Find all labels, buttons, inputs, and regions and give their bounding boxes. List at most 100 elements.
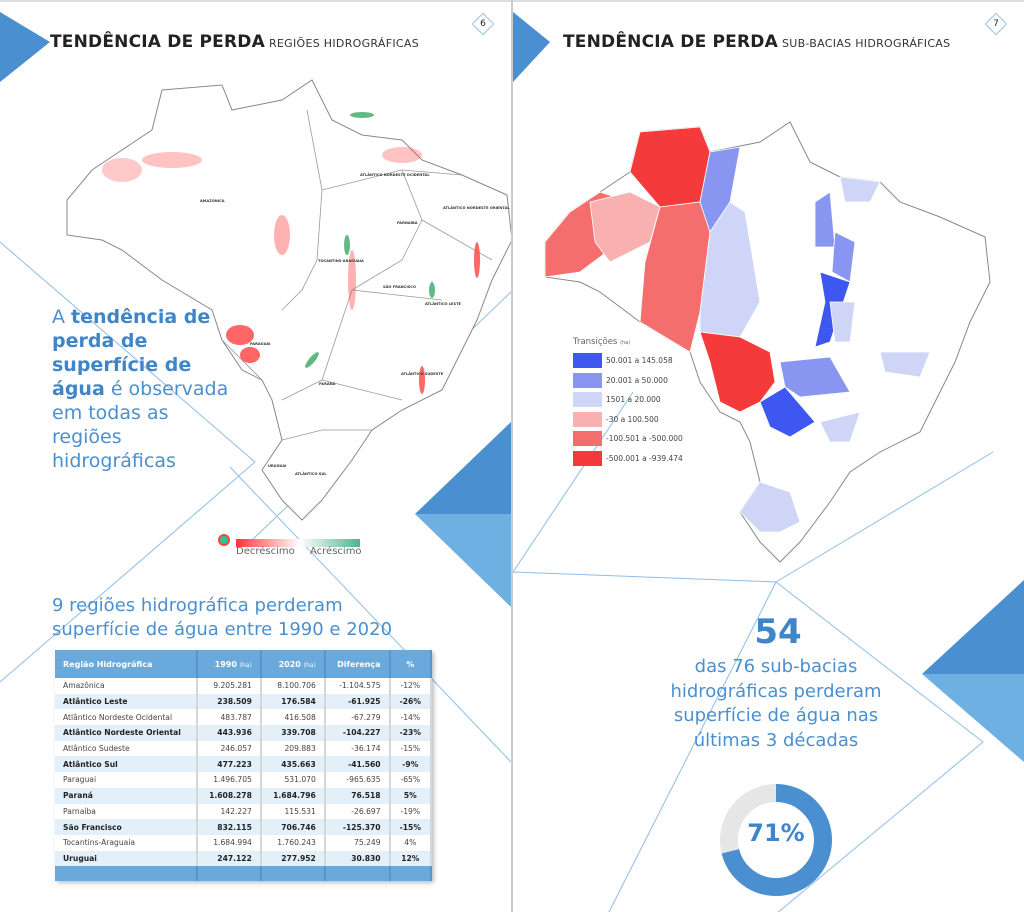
table-cell: Uruguai: [55, 850, 198, 867]
table-cell: 75.249: [324, 834, 391, 851]
table-cell: 443.936: [196, 725, 262, 741]
legend-item: 1501 a 20.000: [573, 390, 713, 410]
table-cell: 531.070: [260, 772, 326, 788]
map-label: ATLÂNTICO SUL: [295, 471, 327, 476]
title-subtitle: REGIÕES HIDROGRÁFICAS: [268, 37, 419, 50]
table-cell: 477.223: [196, 756, 262, 773]
map-legend: Decréscimo Acréscimo: [218, 532, 368, 562]
table-cell: São Francisco: [55, 819, 198, 835]
table-cell: 115.531: [260, 803, 326, 820]
col-header: 1990 (ha): [196, 650, 262, 678]
table-cell: -65%: [389, 772, 433, 788]
diagonal-line: [0, 241, 256, 683]
table-cell: 277.952: [260, 850, 326, 867]
footer-cell: [196, 866, 262, 882]
table-cell: Atlântico Nordeste Ocidental: [55, 709, 198, 726]
lead-post: é observada em todas as regiões hidrográ…: [52, 378, 229, 472]
legend-decrease: Decréscimo: [236, 546, 295, 557]
table-row: São Francisco 832.115 706.746 -125.370 -15%: [55, 819, 433, 835]
diagonal-line: [513, 391, 634, 573]
legend-swatch: [573, 372, 602, 388]
legend-item: 50.001 a 145.058: [573, 351, 713, 371]
title-subtitle: SUB-BACIAS HIDROGRÁFICAS: [781, 37, 951, 50]
table-row: Tocantins-Araguaia 1.684.994 1.760.243 75.2…: [55, 834, 433, 851]
legend-item: 20.001 a 50.000: [573, 371, 713, 391]
legend-title: Transições (ha): [573, 337, 713, 347]
legend-label: -30 a 100.500: [606, 414, 659, 424]
map-legend: Transições (ha) 50.001 a 145.058 20.001 a…: [573, 337, 713, 468]
legend-label: 20.001 a 50.000: [606, 375, 668, 385]
table-cell: Parnaíba: [55, 803, 198, 820]
table-cell: 706.746: [260, 819, 326, 835]
table-cell: Tocantins-Araguaia: [55, 834, 198, 851]
table-header-row: Região Hidrográfica 1990 (ha) 2020 (ha) …: [55, 650, 433, 678]
table-cell: -104.227: [324, 725, 391, 741]
table-cell: 1.760.243: [260, 834, 326, 851]
footer-cell: [260, 866, 326, 882]
table-cell: Paraná: [55, 787, 198, 804]
lead-text: A tendência de perda de superfície de ág…: [52, 305, 232, 473]
table-cell: 76.518: [324, 787, 391, 804]
increase-gradient: [300, 539, 360, 547]
decorative-background: AMAZÔNICA ATLÂNTICO NORDESTE OCIDENTAL P…: [0, 12, 511, 763]
table-cell: 5%: [389, 787, 433, 804]
table-cell: 1.608.278: [196, 787, 262, 804]
map-label: PARNAÍBA: [397, 220, 418, 225]
footer-cell: [389, 866, 433, 882]
legend-title-text: Transições: [573, 337, 618, 347]
left-page: AMAZÔNICA ATLÂNTICO NORDESTE OCIDENTAL P…: [0, 0, 511, 912]
table-cell: 1.684.796: [260, 787, 326, 804]
title-text: TENDÊNCIA DE PERDA: [50, 32, 265, 52]
table-row: Parnaíba 142.227 115.531 -26.697 -19%: [55, 803, 433, 820]
legend-item: -30 a 100.500: [573, 410, 713, 430]
table-cell: 339.708: [260, 725, 326, 741]
donut-label: 71%: [747, 819, 805, 847]
table-row: Paraná 1.608.278 1.684.796 76.518 5%: [55, 787, 433, 804]
table-cell: Atlântico Nordeste Oriental: [55, 725, 198, 741]
stat-number: 54: [754, 612, 802, 652]
legend-swatch: [573, 450, 602, 466]
map-label: AMAZÔNICA: [200, 198, 225, 203]
map-label: TOCANTINS-ARAGUAIA: [318, 259, 364, 263]
page-title: TENDÊNCIA DE PERDA REGIÕES HIDROGRÁFICAS: [50, 32, 419, 52]
legend-label: -500.001 a -939.474: [606, 453, 683, 463]
col-header: Diferença: [324, 650, 391, 678]
corner-triangle: [415, 514, 511, 607]
sub-basins-map: [544, 121, 991, 563]
map-label: PARANÁ: [319, 381, 336, 386]
brazil-regions-map: [66, 79, 511, 521]
page-divider: [511, 0, 513, 912]
table-cell: 1.684.994: [196, 834, 262, 851]
table-cell: Amazônica: [55, 678, 198, 694]
table-cell: 832.115: [196, 819, 262, 835]
legend-label: -100.501 a -500.000: [606, 434, 683, 444]
decrease-gradient: [236, 539, 300, 547]
page-number: 7: [993, 19, 999, 29]
page-number: 6: [480, 19, 486, 29]
footer-cell: [324, 866, 391, 882]
table-row: Atlântico Nordeste Oriental 443.936 339.70…: [55, 725, 433, 741]
table-cell: 238.509: [196, 693, 262, 710]
table-cell: 142.227: [196, 803, 262, 820]
table-cell: -965.635: [324, 772, 391, 788]
table-cell: -26%: [389, 693, 433, 710]
diagonal-line: [775, 451, 994, 583]
table-cell: 176.584: [260, 693, 326, 710]
table-row: Atlântico Sul 477.223 435.663 -41.560 -9%: [55, 756, 433, 773]
table-row: Paraguai 1.496.705 531.070 -965.635 -65%: [55, 772, 433, 788]
table-cell: 12%: [389, 850, 433, 867]
table-cell: 483.787: [196, 709, 262, 726]
table-row: Uruguai 247.122 277.952 30.830 12%: [55, 850, 433, 867]
map-label: ATLÂNTICO NORDESTE ORIENTAL: [443, 205, 510, 210]
regions-table: Região Hidrográfica 1990 (ha) 2020 (ha) …: [55, 650, 433, 882]
col-unit: (ha): [239, 661, 252, 669]
table-cell: Atlântico Leste: [55, 693, 198, 710]
map-region-labels: AMAZÔNICA ATLÂNTICO NORDESTE OCIDENTAL P…: [200, 172, 510, 476]
table-cell: 4%: [389, 834, 433, 851]
legend-label: 50.001 a 145.058: [606, 356, 673, 366]
stat-text: das 76 sub-bacias hidrográficas perderam…: [670, 656, 882, 751]
table-cell: -12%: [389, 678, 433, 694]
donut-fill: [720, 784, 832, 896]
table-cell: -9%: [389, 756, 433, 773]
table-cell: -23%: [389, 725, 433, 741]
